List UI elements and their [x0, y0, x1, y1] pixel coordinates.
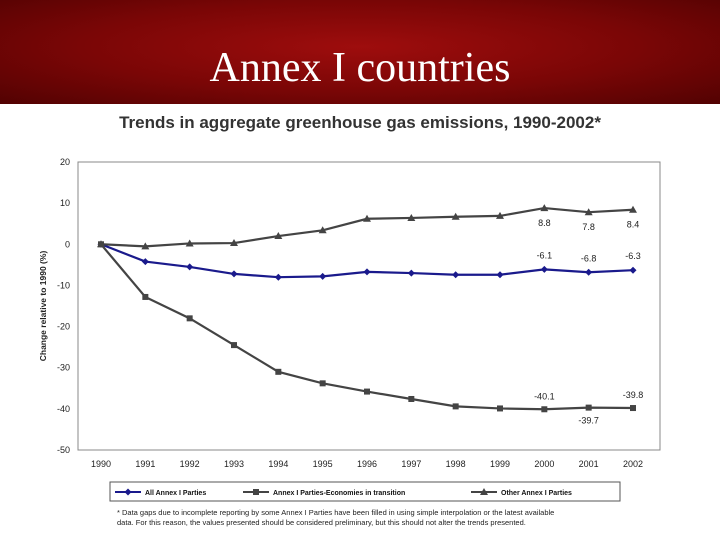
- data-point: [185, 239, 194, 247]
- chart-title: Trends in aggregate greenhouse gas emiss…: [119, 113, 601, 132]
- slide-title: Annex I countries: [209, 45, 511, 91]
- data-point: [186, 315, 193, 322]
- y-tick-label: -30: [57, 363, 70, 373]
- x-tick-label: 2000: [534, 459, 554, 469]
- data-point: [363, 268, 371, 276]
- data-point: [141, 242, 150, 250]
- data-label: -40.1: [534, 391, 555, 401]
- legend-entry: All Annex I Parties: [145, 490, 206, 497]
- y-tick-label: -40: [57, 404, 70, 414]
- x-tick-label: 1998: [446, 459, 466, 469]
- data-label: 7.8: [582, 222, 595, 232]
- data-point: [584, 208, 593, 216]
- data-point: [274, 273, 282, 281]
- data-point: [407, 269, 415, 277]
- data-point: [319, 380, 326, 387]
- data-point: [186, 263, 194, 271]
- data-point: [496, 271, 504, 279]
- footnote: * Data gaps due to incomplete reporting …: [117, 508, 554, 527]
- legend: All Annex I Parties Annex I Parties-Econo…: [109, 481, 621, 502]
- footnote-line: * Data gaps due to incomplete reporting …: [117, 508, 554, 517]
- data-point: [275, 368, 282, 375]
- legend-box: [109, 481, 621, 502]
- data-label: -6.1: [537, 250, 553, 260]
- data-label: -39.8: [623, 390, 644, 400]
- x-tick-label: 1991: [135, 459, 155, 469]
- data-point: [231, 342, 237, 349]
- series-line-2: [100, 206, 634, 248]
- legend-entry: Other Annex I Parties: [501, 490, 572, 497]
- data-label: 8.4: [627, 220, 640, 230]
- data-point: [540, 265, 548, 273]
- y-tick-label: -20: [57, 322, 70, 332]
- series-markers: [97, 204, 637, 413]
- y-tick-label: -50: [57, 445, 70, 455]
- data-point: [97, 240, 105, 248]
- title-banner: Annex I countries: [0, 0, 720, 104]
- x-tick-label: 1990: [91, 459, 111, 469]
- plot-area-frame: [77, 161, 661, 451]
- data-point: [408, 395, 415, 402]
- emissions-line-chart: Trends in aggregate greenhouse gas emiss…: [38, 113, 661, 527]
- data-point: [585, 268, 593, 276]
- y-axis-label-group: Change relative to 1990 (%): [38, 251, 48, 362]
- x-tick-label: 1997: [401, 459, 421, 469]
- y-tick-label: 20: [60, 157, 70, 167]
- data-point: [540, 204, 549, 212]
- legend-marker: [480, 488, 488, 495]
- data-point: [585, 404, 592, 411]
- y-tick-label: -10: [57, 280, 70, 290]
- data-point: [363, 214, 371, 222]
- data-label: -6.3: [625, 251, 641, 261]
- x-tick-label: 2001: [579, 459, 599, 469]
- x-tick-label: 1992: [180, 459, 200, 469]
- y-axis-label: Change relative to 1990 (%): [38, 251, 48, 362]
- data-point: [230, 270, 238, 278]
- data-point: [630, 405, 636, 412]
- data-label: -6.8: [581, 253, 597, 263]
- x-tick-label: 1995: [313, 459, 333, 469]
- x-tick-label: 1994: [268, 459, 288, 469]
- data-point: [318, 226, 327, 234]
- legend-entry: Annex I Parties-Economies in transition: [273, 490, 405, 497]
- data-point: [319, 272, 327, 280]
- x-tick-label: 2002: [623, 459, 643, 469]
- data-point: [629, 266, 637, 274]
- x-tick-label: 1999: [490, 459, 510, 469]
- x-tick-label: 1993: [224, 459, 244, 469]
- data-label: 8.8: [538, 218, 551, 228]
- data-point: [496, 211, 504, 219]
- data-point: [451, 212, 460, 220]
- data-point: [452, 403, 459, 410]
- data-point: [629, 205, 637, 213]
- data-point: [141, 258, 149, 266]
- data-point: [230, 239, 238, 247]
- series-lines: [100, 206, 634, 411]
- y-tick-label: 10: [60, 198, 70, 208]
- data-point: [274, 232, 283, 240]
- x-tick-label: 1996: [357, 459, 377, 469]
- data-point: [142, 293, 149, 300]
- data-point: [497, 405, 503, 412]
- data-point: [364, 388, 370, 395]
- legend-marker: [124, 488, 132, 496]
- footnote-line: data. For this reason, the values presen…: [117, 518, 526, 527]
- data-point: [541, 406, 548, 413]
- data-point: [452, 271, 460, 279]
- axis-ticks: 20 10 0 -10 -20 -30 -40 -50 1990 1991 1992 1993 1994…: [57, 157, 643, 469]
- legend-marker: [253, 489, 259, 495]
- data-label: -39.7: [578, 416, 599, 426]
- data-point: [407, 213, 416, 221]
- data-labels: 8.8 7.8 8.4 -6.1 -6.8 -6.3 -40.1 -39.7 -39.8: [534, 218, 643, 426]
- y-tick-label: 0: [65, 239, 70, 249]
